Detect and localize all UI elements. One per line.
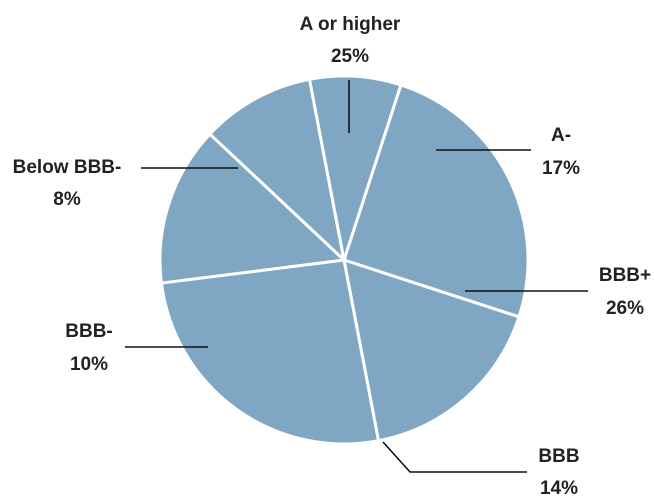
pie-slices bbox=[158, 74, 530, 446]
pie-slice-a-minus bbox=[342, 258, 521, 443]
slice-label-bbb: BBB bbox=[538, 446, 579, 467]
pie-slice-bbb-minus bbox=[208, 77, 346, 262]
pie-slice-bbb bbox=[158, 132, 346, 285]
pie-slice-bbb-plus bbox=[159, 258, 380, 446]
pie-slice-below-bbb-minus bbox=[308, 74, 403, 262]
slice-value-a-minus: 17% bbox=[542, 158, 580, 179]
leader-line-bbb bbox=[382, 441, 527, 473]
slice-value-bbb: 14% bbox=[540, 478, 578, 499]
slice-value-a-or-higher: 25% bbox=[331, 46, 369, 67]
slice-label-a-or-higher: A or higher bbox=[300, 14, 401, 35]
slice-value-bbb-minus: 10% bbox=[70, 354, 108, 375]
slice-value-bbb-plus: 26% bbox=[606, 298, 644, 319]
leader-lines bbox=[125, 80, 588, 473]
slice-value-below-bbb-minus: 8% bbox=[53, 189, 81, 210]
slice-label-bbb-minus: BBB- bbox=[65, 321, 113, 342]
slice-label-below-bbb-minus: Below BBB- bbox=[13, 157, 122, 178]
slice-label-bbb-plus: BBB+ bbox=[599, 265, 651, 286]
pie-slice-a-or-higher bbox=[342, 83, 530, 319]
slice-label-a-minus: A- bbox=[551, 125, 571, 146]
slice-labels: A or higher 25% A- 17% BBB+ 26% BBB 14% … bbox=[13, 14, 652, 499]
